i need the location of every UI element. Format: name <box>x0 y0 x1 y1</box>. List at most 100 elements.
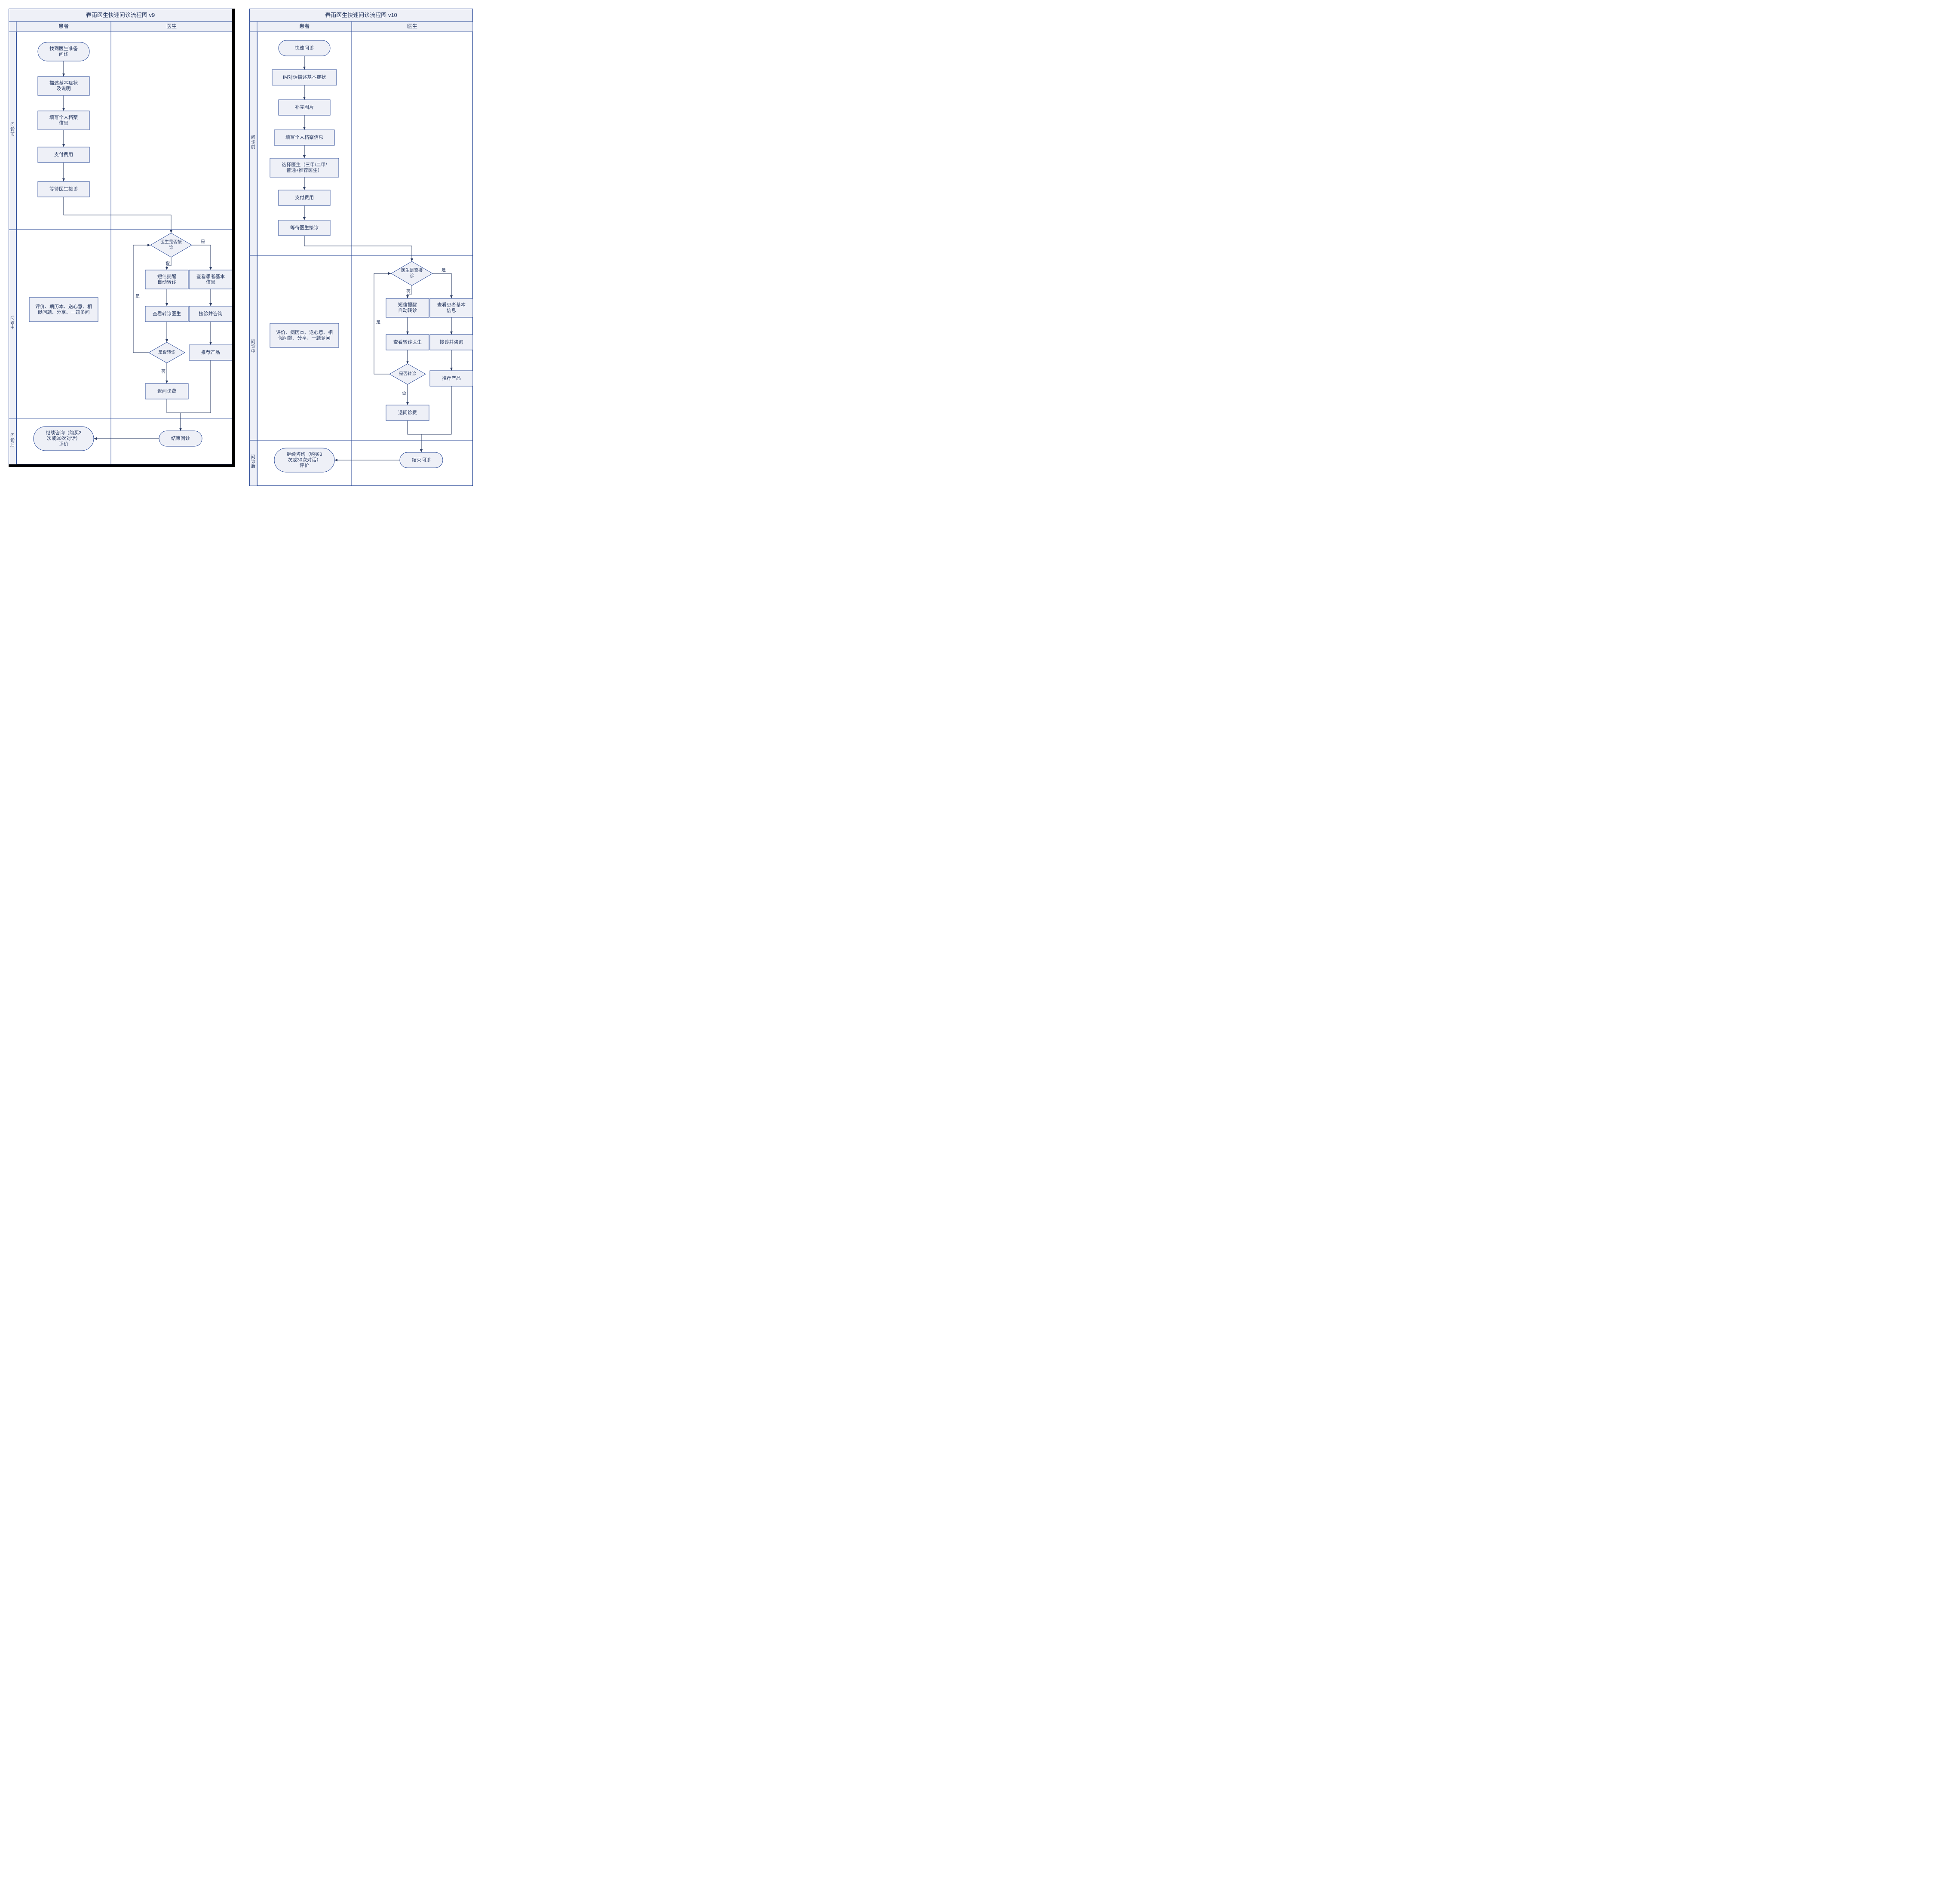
svg-text:评价、病历本、送心意、相: 评价、病历本、送心意、相 <box>35 303 92 309</box>
svg-text:评价、病历本、送心意、相: 评价、病历本、送心意、相 <box>276 329 333 335</box>
svg-text:是否转诊: 是否转诊 <box>399 371 416 377</box>
svg-text:支付费用: 支付费用 <box>54 152 73 157</box>
svg-text:评价: 评价 <box>59 441 68 447</box>
svg-text:前: 前 <box>251 144 255 150</box>
svg-text:信息: 信息 <box>59 120 68 126</box>
node-m2: IM对话描述基本症状 <box>272 70 337 85</box>
svg-text:诊: 诊 <box>251 344 255 349</box>
svg-text:信息: 信息 <box>206 279 215 285</box>
svg-text:补充图片: 补充图片 <box>295 104 314 110</box>
svg-text:推荐产品: 推荐产品 <box>201 349 220 355</box>
page: 春雨医生快速问诊流程图 v9患者医生问诊前问诊中问诊后否是否是找到医生准备问诊描… <box>0 0 1956 494</box>
node-m5: 选择医生（三甲/二甲/普通+推荐医生） <box>270 158 339 177</box>
chart-title: 春雨医生快速问诊流程图 v10 <box>325 12 397 18</box>
svg-text:结束问诊: 结束问诊 <box>412 457 431 463</box>
svg-text:查看患者基本: 查看患者基本 <box>196 273 225 279</box>
edge <box>304 236 412 261</box>
svg-text:前: 前 <box>10 131 15 137</box>
svg-text:中: 中 <box>251 348 255 354</box>
node-n6: 短信提醒自动转诊 <box>145 270 188 289</box>
node-m12: 推荐产品 <box>430 371 473 386</box>
flowchart-v9: 春雨医生快速问诊流程图 v9患者医生问诊前问诊中问诊后否是否是找到医生准备问诊描… <box>9 9 232 464</box>
node-n2: 描述基本症状及说明 <box>38 77 89 95</box>
svg-text:诊: 诊 <box>10 320 15 326</box>
svg-text:后: 后 <box>10 442 15 448</box>
node-n3: 填写个人档案信息 <box>38 111 89 130</box>
phase-label: 问诊后 <box>10 433 15 448</box>
node-n10: 推荐产品 <box>189 345 232 360</box>
svg-text:问: 问 <box>10 122 15 127</box>
svg-text:次或30次对话）: 次或30次对话） <box>288 457 321 463</box>
svg-text:问: 问 <box>251 339 255 344</box>
svg-text:退问诊费: 退问诊费 <box>157 388 176 394</box>
svg-text:等待医生接诊: 等待医生接诊 <box>290 224 319 230</box>
node-m3: 补充图片 <box>279 100 330 115</box>
node-m10: 查看转诊医生 <box>386 335 429 350</box>
node-m9: 查看患者基本信息 <box>430 298 473 317</box>
svg-text:等待医生接诊: 等待医生接诊 <box>49 186 78 192</box>
svg-text:医生是否接: 医生是否接 <box>160 239 182 245</box>
edge <box>64 197 171 233</box>
node-n5: 等待医生接诊 <box>38 181 89 197</box>
node-m6: 支付费用 <box>279 190 330 206</box>
svg-text:诊: 诊 <box>410 273 414 279</box>
node-e1: 医生是否接诊 <box>391 261 432 286</box>
svg-text:描述基本症状: 描述基本症状 <box>49 80 78 86</box>
svg-text:是: 是 <box>201 240 205 245</box>
node-m1: 快速问诊 <box>279 40 330 56</box>
node-m13: 退问诊费 <box>386 405 429 421</box>
node-note: 评价、病历本、送心意、相似问题、分享、一题多问 <box>29 298 98 322</box>
node-n7: 查看患者基本信息 <box>189 270 232 289</box>
svg-text:问诊: 问诊 <box>59 51 68 57</box>
svg-text:否: 否 <box>406 289 411 295</box>
svg-text:退问诊费: 退问诊费 <box>398 409 417 415</box>
node-n11: 退问诊费 <box>145 384 188 399</box>
edge <box>408 421 421 452</box>
svg-text:似问题、分享、一题多问: 似问题、分享、一题多问 <box>38 309 90 315</box>
svg-text:接诊并咨询: 接诊并咨询 <box>440 339 463 345</box>
svg-text:医生: 医生 <box>407 23 417 29</box>
svg-text:查看转诊医生: 查看转诊医生 <box>153 310 181 316</box>
chart-title: 春雨医生快速问诊流程图 v9 <box>86 12 155 18</box>
svg-text:否: 否 <box>166 261 170 266</box>
svg-text:快速问诊: 快速问诊 <box>295 45 314 51</box>
phase-column <box>9 21 17 464</box>
node-n12: 结束问诊 <box>159 431 202 446</box>
svg-text:诊: 诊 <box>251 139 255 145</box>
svg-text:诊: 诊 <box>169 245 173 250</box>
svg-text:是: 是 <box>376 320 380 325</box>
svg-text:支付费用: 支付费用 <box>295 195 314 200</box>
node-n1: 找到医生准备问诊 <box>38 42 89 61</box>
svg-text:问: 问 <box>251 454 255 460</box>
svg-text:查看转诊医生: 查看转诊医生 <box>393 339 422 345</box>
node-d2: 是否转诊 <box>149 342 185 363</box>
svg-text:医生是否接: 医生是否接 <box>401 267 423 273</box>
svg-text:继续咨询（购买3: 继续咨询（购买3 <box>286 451 322 457</box>
node-m14: 结束问诊 <box>400 452 443 468</box>
svg-text:IM对话描述基本症状: IM对话描述基本症状 <box>283 74 326 80</box>
node-m15: 继续咨询（购买3次或30次对话）评价 <box>274 448 334 472</box>
svg-text:信息: 信息 <box>447 307 456 313</box>
phase-label: 问诊后 <box>251 454 255 469</box>
svg-text:诊: 诊 <box>251 459 255 464</box>
node-e2: 是否转诊 <box>389 364 426 384</box>
svg-text:次或30次对话）: 次或30次对话） <box>47 435 80 441</box>
svg-text:似问题、分享、一题多问: 似问题、分享、一题多问 <box>279 335 331 341</box>
edge <box>192 245 211 270</box>
node-n4: 支付费用 <box>38 147 89 163</box>
svg-text:医生: 医生 <box>166 23 177 29</box>
svg-text:评价: 评价 <box>300 463 309 468</box>
svg-text:推荐产品: 推荐产品 <box>442 375 461 381</box>
node-n8: 查看转诊医生 <box>145 306 188 322</box>
svg-text:找到医生准备: 找到医生准备 <box>49 45 78 51</box>
flowchart-v10: 春雨医生快速问诊流程图 v10患者医生问诊前问诊中问诊后否是否是快速问诊IM对话… <box>249 9 473 486</box>
svg-text:选择医生（三甲/二甲/: 选择医生（三甲/二甲/ <box>282 161 327 167</box>
svg-text:诊: 诊 <box>10 126 15 132</box>
node-n13: 继续咨询（购买3次或30次对话）评价 <box>34 427 94 451</box>
svg-text:问: 问 <box>10 315 15 321</box>
node-d1: 医生是否接诊 <box>150 233 192 257</box>
node-note2: 评价、病历本、送心意、相似问题、分享、一题多问 <box>270 323 339 347</box>
svg-text:是: 是 <box>135 294 140 299</box>
svg-text:患者: 患者 <box>299 23 310 29</box>
phase-label: 问诊前 <box>251 135 255 150</box>
